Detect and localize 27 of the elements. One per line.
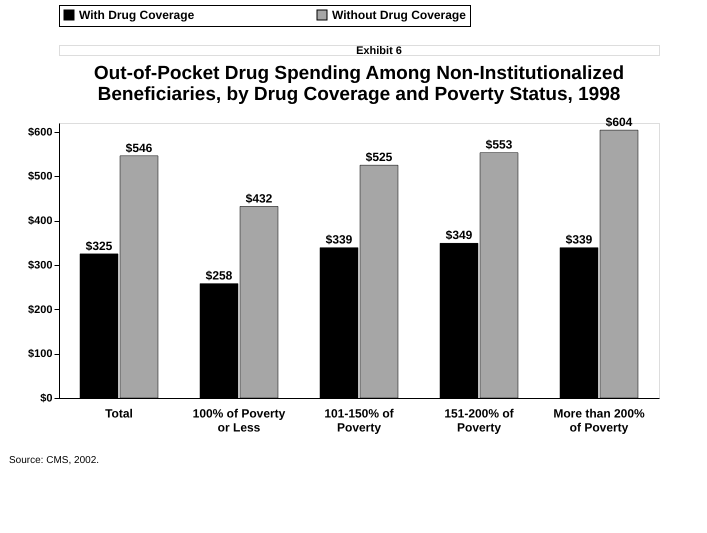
source-note: Source: CMS, 2002. bbox=[9, 455, 100, 466]
x-tick-label: Total bbox=[105, 406, 133, 420]
y-tick-label: $600 bbox=[28, 126, 52, 138]
text: $432 bbox=[246, 191, 272, 206]
text: $525 bbox=[366, 150, 392, 164]
text: $349 bbox=[446, 228, 472, 242]
text: $553 bbox=[486, 138, 512, 152]
x-tick-label: 151-200% of Poverty bbox=[444, 406, 515, 434]
y-tick-label: $0 bbox=[40, 392, 52, 404]
x-tick-label: More than 200% of Poverty bbox=[553, 406, 646, 434]
text: $604 bbox=[606, 115, 632, 130]
y-tick-label: $500 bbox=[28, 170, 52, 183]
text: Exhibit 6 bbox=[356, 45, 402, 57]
legend-label: With Drug Coverage bbox=[79, 8, 195, 22]
text: $339 bbox=[326, 232, 352, 247]
text: $325 bbox=[86, 238, 112, 253]
y-tick-label: $100 bbox=[28, 348, 52, 360]
x-tick-label: 101-150% of Poverty bbox=[324, 406, 395, 434]
y-tick-label: $300 bbox=[28, 259, 52, 272]
text: $258 bbox=[206, 268, 232, 283]
legend-label: Without Drug Coverage bbox=[332, 8, 466, 22]
chart-title: Out-of-Pocket Drug Spending Among Non-Institutionalized Beneficiaries, by Drug Coverage and Poverty Status, 1998 bbox=[94, 63, 624, 106]
x-tick-label: 100% of Poverty or Less bbox=[192, 406, 286, 434]
y-tick-label: $200 bbox=[28, 304, 52, 316]
text: $546 bbox=[126, 140, 152, 155]
text: $339 bbox=[566, 232, 592, 247]
y-tick-label: $400 bbox=[28, 215, 52, 228]
